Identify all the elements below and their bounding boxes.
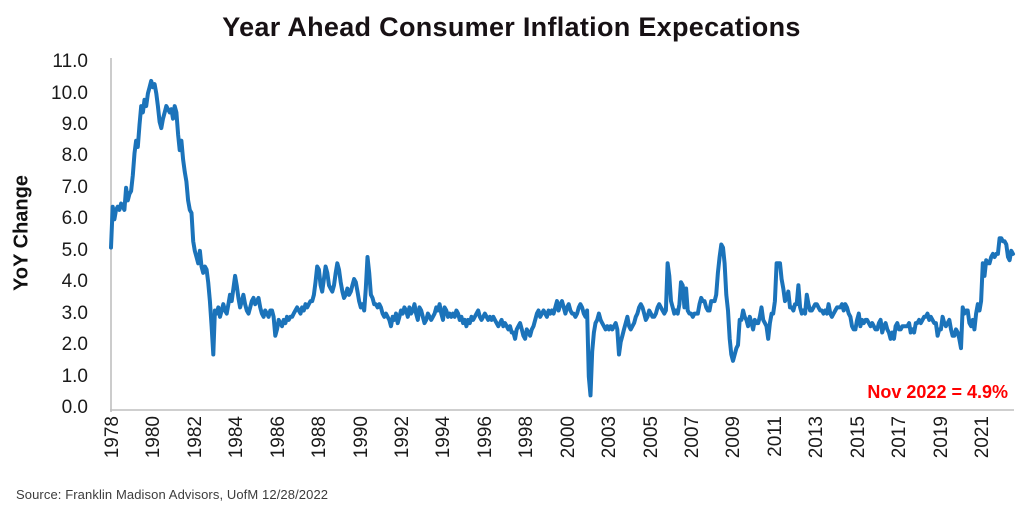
x-tick-label-text: 1980 [143, 416, 165, 459]
y-tick-label-0.0: 0.0 [61, 397, 88, 418]
x-tick-label-text: 2017 [889, 416, 911, 459]
x-tick-label-text: 1996 [474, 416, 496, 459]
y-tick-label-9.0: 9.0 [61, 113, 88, 135]
x-tick-label-text: 2009 [723, 416, 745, 459]
x-tick-label-1988: 1988 [308, 416, 332, 480]
x-tick-label-1992: 1992 [391, 416, 415, 480]
x-tick-label-text: 1986 [267, 416, 289, 459]
y-tick-label-2.0: 2.0 [61, 334, 88, 356]
x-tick-label-text: 1982 [184, 416, 206, 459]
latest-value-annotation: Nov 2022 = 4.9% [867, 382, 1008, 402]
y-tick-label-3.0: 3.0 [61, 302, 88, 324]
x-tick-label-text: 2011 [764, 416, 786, 457]
y-tick-label-6.0: 6.0 [61, 208, 88, 230]
x-tick-label-1990: 1990 [350, 416, 374, 480]
x-tick-label-text: 1992 [392, 416, 413, 459]
x-tick-label-2005: 2005 [640, 416, 664, 480]
x-tick-label-2011: 2011 [764, 416, 788, 480]
x-tick-label-2021: 2021 [971, 416, 995, 480]
x-tick-label-2019: 2019 [930, 416, 954, 480]
x-tick-label-text: 1988 [309, 416, 331, 459]
x-tick-label-1980: 1980 [142, 416, 166, 480]
x-tick-label-text: 2005 [640, 416, 662, 459]
x-tick-label-text: 2021 [972, 416, 993, 459]
x-tick-label-text: 2015 [847, 416, 869, 459]
y-tick-label-11.0: 11.0 [52, 51, 88, 73]
y-tick-label-8.0: 8.0 [61, 145, 88, 167]
x-tick-label-2003: 2003 [598, 416, 622, 480]
chart-title: Year Ahead Consumer Inflation Expecation… [222, 12, 801, 42]
x-tick-label-text: 2007 [682, 416, 703, 459]
x-tick-label-1984: 1984 [225, 416, 249, 480]
source-note: Source: Franklin Madison Advisors, UofM … [16, 487, 329, 502]
x-tick-label-1986: 1986 [267, 416, 291, 480]
y-tick-label-7.0: 7.0 [61, 176, 88, 198]
y-tick-label-1.0: 1.0 [61, 365, 88, 387]
x-tick-label-1978: 1978 [101, 416, 125, 480]
x-tick-label-text: 2000 [557, 416, 579, 459]
x-tick-label-text: 1990 [350, 416, 372, 459]
x-tick-label-2009: 2009 [722, 416, 746, 480]
x-tick-label-text: 1984 [226, 416, 248, 459]
x-tick-label-1996: 1996 [474, 416, 498, 480]
x-tick-label-2007: 2007 [681, 416, 705, 480]
y-tick-label-10.0: 10.0 [51, 82, 88, 104]
x-tick-label-2000: 2000 [557, 416, 581, 480]
x-tick-label-2013: 2013 [805, 416, 829, 480]
inflation-line [109, 78, 1015, 398]
x-tick-label-text: 1978 [102, 416, 123, 459]
x-tick-label-text: 2013 [806, 416, 828, 459]
x-tick-label-text: 2003 [599, 416, 621, 459]
x-tick-label-text: 1998 [516, 416, 538, 459]
x-tick-label-text: 2019 [930, 416, 952, 459]
x-tick-label-text: 1994 [433, 416, 455, 459]
x-tick-label-2017: 2017 [888, 416, 912, 480]
x-tick-label-1994: 1994 [432, 416, 456, 480]
x-tick-label-2015: 2015 [847, 416, 871, 480]
y-tick-label-4.0: 4.0 [61, 271, 88, 293]
x-tick-label-1998: 1998 [515, 416, 539, 480]
x-tick-label-1982: 1982 [184, 416, 208, 480]
y-tick-label-5.0: 5.0 [61, 239, 88, 261]
